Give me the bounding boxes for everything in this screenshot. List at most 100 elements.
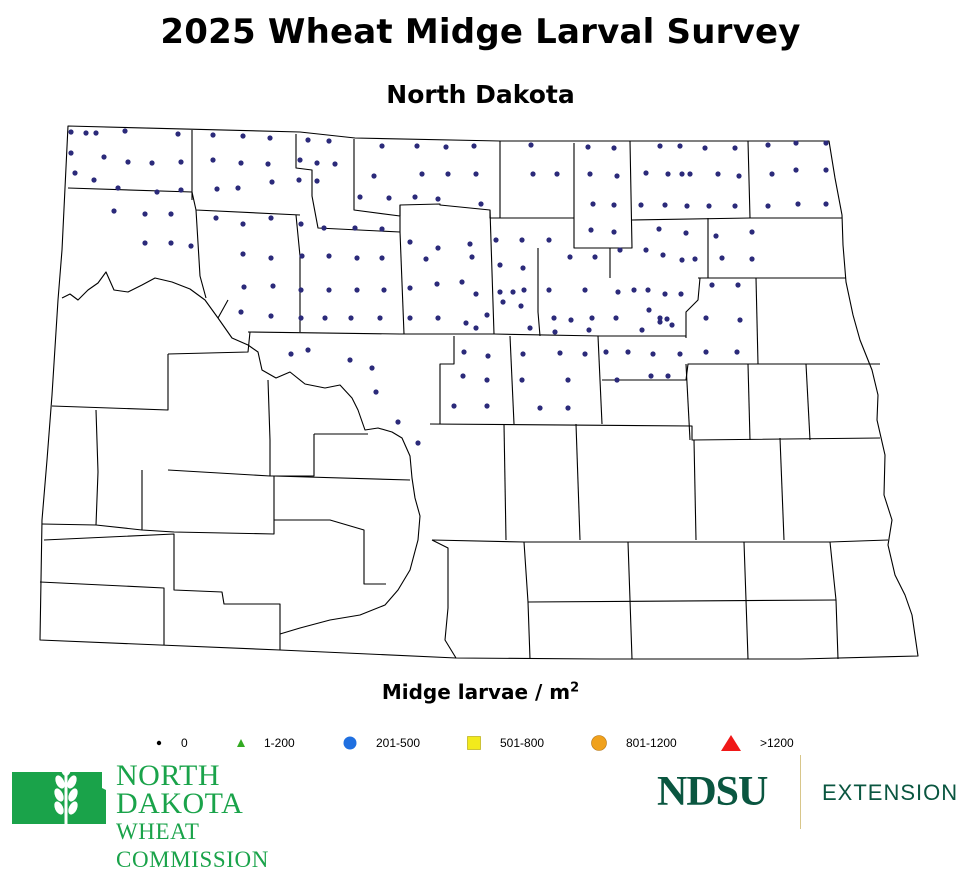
sample-point	[83, 130, 89, 136]
sample-point	[582, 287, 588, 293]
sample-point	[554, 171, 560, 177]
sample-point	[268, 255, 274, 261]
sample-point	[68, 129, 74, 135]
sample-point	[298, 315, 304, 321]
legend-item-201-500: 201-500	[342, 732, 420, 754]
sample-point	[168, 240, 174, 246]
sample-point	[657, 315, 663, 321]
sample-point	[68, 150, 74, 156]
sample-point	[296, 177, 302, 183]
sample-point	[631, 287, 637, 293]
sample-point	[678, 291, 684, 297]
sample-point	[473, 171, 479, 177]
sample-point	[603, 349, 609, 355]
sample-point	[677, 143, 683, 149]
sample-point	[463, 320, 469, 326]
sample-point	[213, 215, 219, 221]
sample-point	[519, 377, 525, 383]
lake-sakakawea-inlet	[217, 299, 229, 319]
sample-point	[142, 240, 148, 246]
sample-point	[582, 351, 588, 357]
sample-point	[735, 282, 741, 288]
sample-point	[662, 291, 668, 297]
sample-point	[478, 201, 484, 207]
sample-point	[552, 329, 558, 335]
sample-point	[443, 144, 449, 150]
sample-point	[326, 287, 332, 293]
sample-point	[473, 291, 479, 297]
sample-point	[435, 245, 441, 251]
sample-point	[660, 252, 666, 258]
sample-point	[332, 161, 338, 167]
sample-point	[72, 170, 78, 176]
sample-point	[650, 351, 656, 357]
sample-point	[305, 347, 311, 353]
sample-point	[297, 157, 303, 163]
sample-point	[354, 255, 360, 261]
sample-point	[235, 185, 241, 191]
sample-point	[521, 287, 527, 293]
sample-point	[240, 133, 246, 139]
sample-point	[347, 357, 353, 363]
sample-point	[371, 173, 377, 179]
sample-point	[643, 170, 649, 176]
green-triangle-icon	[237, 739, 245, 747]
sample-point	[736, 173, 742, 179]
sample-point	[657, 319, 663, 325]
sample-point	[381, 287, 387, 293]
black-dot-icon	[156, 740, 162, 746]
sample-point	[613, 315, 619, 321]
sample-point	[732, 203, 738, 209]
sample-point	[268, 313, 274, 319]
sample-point	[715, 171, 721, 177]
sample-point	[240, 221, 246, 227]
sample-point	[241, 284, 247, 290]
sample-point	[111, 208, 117, 214]
sample-point	[823, 140, 829, 146]
sample-point	[484, 403, 490, 409]
sample-point	[451, 403, 457, 409]
yellow-square-icon	[467, 736, 481, 750]
legend-label: >1200	[760, 736, 794, 750]
sample-point	[568, 317, 574, 323]
sample-point	[269, 179, 275, 185]
sample-point	[473, 325, 479, 331]
sample-point	[662, 202, 668, 208]
sample-point	[625, 349, 631, 355]
sample-point	[648, 373, 654, 379]
sample-point	[93, 130, 99, 136]
sample-point	[528, 142, 534, 148]
sample-point	[719, 255, 725, 261]
sample-point	[270, 283, 276, 289]
sample-point	[357, 194, 363, 200]
sample-point	[703, 315, 709, 321]
ndsu-logo: NDSU	[657, 769, 768, 815]
ndwc-name-line1: NORTH DAKOTA	[116, 759, 244, 820]
sample-point	[288, 351, 294, 357]
sample-point	[519, 237, 525, 243]
sample-point	[520, 265, 526, 271]
sample-point	[592, 254, 598, 260]
sample-point	[435, 315, 441, 321]
sample-point	[348, 315, 354, 321]
sample-point	[210, 157, 216, 163]
sample-point	[793, 140, 799, 146]
sample-point	[692, 256, 698, 262]
sample-point	[615, 289, 621, 295]
sample-point	[467, 241, 473, 247]
sample-point	[567, 254, 573, 260]
sample-point	[546, 237, 552, 243]
sample-point	[665, 373, 671, 379]
legend-label: 1-200	[264, 736, 295, 750]
sample-point	[518, 303, 524, 309]
legend-item-1-200: 1-200	[236, 732, 295, 754]
sample-point	[589, 315, 595, 321]
sample-point	[565, 405, 571, 411]
sample-point	[793, 167, 799, 173]
sample-point	[352, 225, 358, 231]
sample-point	[679, 257, 685, 263]
sample-point	[314, 160, 320, 166]
sample-point	[749, 256, 755, 262]
sample-points	[68, 128, 829, 446]
sample-point	[669, 322, 675, 328]
